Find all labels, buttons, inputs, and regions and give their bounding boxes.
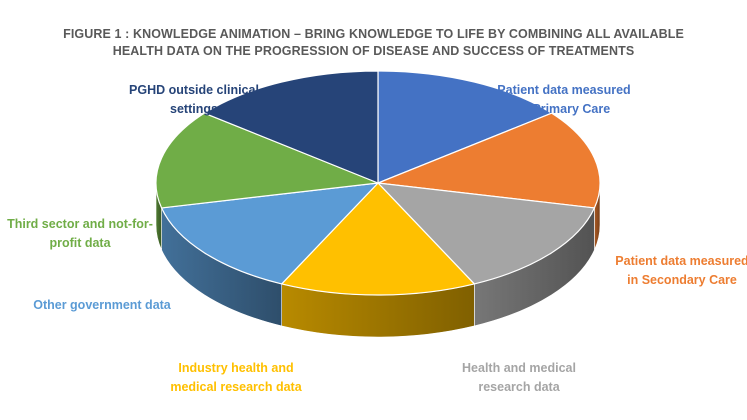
slice-label-6: PGHD outside clinical settings xyxy=(129,83,259,116)
pie-slice-3 xyxy=(281,182,475,296)
pie-slice-2 xyxy=(377,182,596,285)
slice-label-4: Other government data xyxy=(33,298,172,312)
pie-side-walls xyxy=(155,182,601,338)
chart-title: FIGURE 1 : KNOWLEDGE ANIMATION – BRING K… xyxy=(63,27,684,58)
slice-label-3: Industry health and medical research data xyxy=(170,361,302,394)
pie-slice-0 xyxy=(377,70,553,184)
slice-label-0: Patient data measured in Primary Care xyxy=(497,83,630,116)
slice-label-2: Health and medical research data xyxy=(462,361,576,394)
slice-label-5: Third sector and not-for-profit data xyxy=(7,217,153,250)
pie-slice-4 xyxy=(160,182,379,285)
pie-slice-5 xyxy=(155,112,379,209)
pie-slice-1 xyxy=(377,112,601,209)
pie-top-faces xyxy=(155,70,601,296)
slice-label-1: Patient data measured in Secondary Care xyxy=(615,254,747,287)
pie-slice-6 xyxy=(203,70,379,184)
pie-labels: Patient data measured in Primary Care Pati… xyxy=(7,83,747,394)
